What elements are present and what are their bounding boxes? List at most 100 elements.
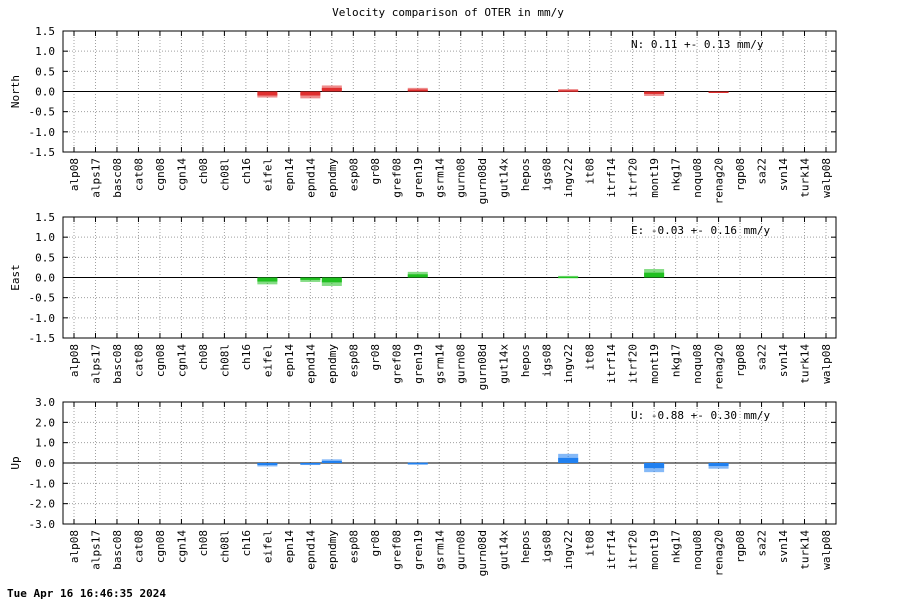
x-tick-label: ch08 [197, 158, 210, 185]
x-tick-label: renag20 [713, 158, 726, 204]
bar-eifel [257, 91, 278, 96]
x-tick-label: esp08 [347, 530, 360, 563]
y-tick-label: 0.0 [35, 272, 55, 285]
x-tick-label: esp08 [347, 344, 360, 377]
x-tick-label: gsrm14 [433, 158, 446, 198]
x-tick-label: itrf14 [605, 158, 618, 198]
stat-annotation: U: -0.88 +- 0.30 mm/y [631, 409, 770, 422]
y-tick-label: 3.0 [35, 396, 55, 409]
y-tick-label: -1.5 [29, 146, 56, 159]
y-tick-label: 2.0 [35, 416, 55, 429]
x-tick-label: basc08 [111, 158, 124, 198]
timestamp-footer: Tue Apr 16 16:46:35 2024 [7, 587, 166, 600]
x-tick-label: hepos [519, 344, 532, 377]
error-band-mont19 [644, 464, 665, 473]
panels-group: 1.5 1.0 0.5 0.0 -0.5 -1.0 -1.5 alp08 alps17 basc0… [9, 25, 837, 576]
x-tick-label: sa22 [756, 530, 769, 557]
x-tick-label: gut14x [498, 530, 511, 570]
x-tick-label: noqu08 [691, 158, 704, 198]
error-band-mont19 [644, 91, 665, 96]
x-tick-label: nkg17 [670, 158, 683, 191]
error-band-mont19 [644, 269, 665, 277]
y-tick-label: -0.5 [29, 106, 56, 119]
x-tick-label: sa22 [756, 158, 769, 185]
x-tick-label: ch08 [197, 344, 210, 371]
x-tick-label: sa22 [756, 344, 769, 371]
error-band-epndmy [321, 278, 342, 286]
x-tick-label: hepos [519, 530, 532, 563]
x-tick-label: gr08 [369, 344, 382, 371]
error-band-epnd14 [300, 463, 321, 466]
x-tick-label: alp08 [68, 530, 81, 563]
x-tick-label: gurn08d [476, 158, 489, 204]
x-tick-label: cgn14 [175, 530, 188, 563]
x-tick-label: gref08 [390, 158, 403, 198]
x-tick-label: gr08 [369, 158, 382, 185]
x-tick-label: epndmy [326, 344, 339, 384]
x-tick-label: epn14 [283, 530, 296, 563]
error-band-gren19 [407, 462, 428, 464]
plot-frame [62, 216, 837, 339]
y-tick-label: -1.0 [29, 312, 56, 325]
y-tick-label: 1.5 [35, 211, 55, 224]
x-tick-label: rgp08 [734, 158, 747, 191]
x-tick-label: cgn08 [154, 158, 167, 191]
x-tick-label: alps17 [89, 530, 102, 570]
x-tick-label: renag20 [713, 530, 726, 576]
x-tick-label: noqu08 [691, 344, 704, 384]
x-tick-label: gren19 [412, 344, 425, 384]
error-band-eifel [257, 278, 278, 285]
x-tick-label: gurn08 [455, 530, 468, 570]
x-tick-label: cgn08 [154, 530, 167, 563]
x-tick-label: eifel [261, 530, 274, 563]
x-tick-label: itrf14 [605, 530, 618, 570]
x-tick-label: mont19 [648, 344, 661, 384]
x-tick-label: gut14x [498, 344, 511, 384]
error-band-eifel [257, 93, 278, 98]
x-tick-label: renag20 [713, 344, 726, 390]
x-tick-label: rgp08 [734, 530, 747, 563]
x-tick-label: svn14 [777, 344, 790, 377]
x-tick-label: gut14x [498, 158, 511, 198]
x-tick-label: nkg17 [670, 530, 683, 563]
x-tick-label: epn14 [283, 344, 296, 377]
x-tick-label: ingv22 [562, 158, 575, 198]
error-band-gren19 [407, 271, 428, 277]
x-tick-label: eifel [261, 158, 274, 191]
x-tick-label: svn14 [777, 530, 790, 563]
y-tick-label: -1.0 [29, 477, 56, 490]
y-tick-label: 0.5 [35, 251, 55, 264]
x-tick-label: epndmy [326, 158, 339, 198]
x-tick-label: rgp08 [734, 344, 747, 377]
error-band-epndmy [321, 85, 342, 91]
x-tick-label: gsrm14 [433, 530, 446, 570]
x-tick-label: cgn08 [154, 344, 167, 377]
x-tick-label: svn14 [777, 158, 790, 191]
x-tick-label: cgn14 [175, 158, 188, 191]
x-tick-label: ch16 [240, 158, 253, 185]
x-tick-label: gurn08 [455, 158, 468, 198]
x-tick-label: gurn08d [476, 530, 489, 576]
x-tick-label: alp08 [68, 344, 81, 377]
y-tick-label: -1.0 [29, 126, 56, 139]
x-tick-label: hepos [519, 158, 532, 191]
x-tick-label: ch16 [240, 530, 253, 557]
x-tick-label: noqu08 [691, 530, 704, 570]
x-tick-label: epndmy [326, 530, 339, 570]
x-tick-label: epnd14 [304, 344, 317, 384]
error-band-epnd14 [300, 92, 321, 99]
x-tick-label: itrf20 [627, 344, 640, 384]
y-axis-label: East [9, 264, 22, 291]
y-tick-label: 1.0 [35, 45, 55, 58]
error-band-gren19 [407, 87, 428, 92]
y-tick-label: -1.5 [29, 332, 56, 345]
panel-east: 1.5 1.0 0.5 0.0 -0.5 -1.0 -1.5 alp08 alps17 basc0… [9, 211, 837, 390]
x-tick-label: itrf20 [627, 530, 640, 570]
x-tick-label: nkg17 [670, 344, 683, 377]
x-tick-label: ch08 [197, 530, 210, 557]
y-tick-label: 1.0 [35, 231, 55, 244]
x-tick-label: walp08 [820, 530, 833, 570]
x-tick-label: ch08l [218, 530, 231, 563]
x-tick-label: walp08 [820, 344, 833, 384]
